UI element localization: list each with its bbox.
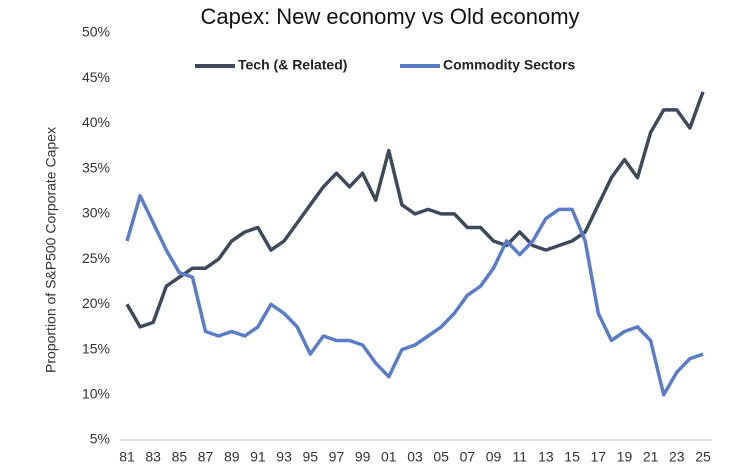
x-tick-label: 01 [381,449,397,465]
y-tick-label: 50% [82,24,110,40]
x-tick-label: 87 [198,449,214,465]
x-tick-label: 11 [512,449,527,465]
y-axis-label: Proportion of S&P500 Corporate Capex [43,127,59,373]
y-tick-label: 35% [82,159,110,175]
x-tick-label: 97 [329,449,345,465]
y-tick-label: 25% [82,250,110,266]
x-tick-label: 17 [590,449,606,465]
x-tick-label: 19 [617,449,633,465]
x-tick-label: 23 [669,449,685,465]
y-tick-label: 5% [90,431,110,447]
x-tick-label: 93 [276,449,292,465]
x-tick-label: 25 [695,449,711,465]
series-line [125,194,704,397]
x-tick-label: 99 [355,449,371,465]
x-tick-label: 03 [407,449,423,465]
chart-title: Capex: New economy vs Old economy [200,4,579,29]
x-tick-label: 91 [250,449,266,465]
y-tick-label: 40% [82,114,110,130]
x-tick-label: 95 [302,449,318,465]
x-tick-label: 83 [145,449,161,465]
y-tick-label: 20% [82,295,110,311]
x-tick-label: 21 [643,449,659,465]
series-line [125,91,705,329]
y-tick-label: 45% [82,69,110,85]
x-tick-label: 05 [433,449,449,465]
legend-label: Tech (& Related) [238,57,347,73]
x-tick-label: 89 [224,449,240,465]
x-tick-label: 81 [119,449,135,465]
x-tick-label: 09 [486,449,502,465]
x-tick-label: 13 [538,449,554,465]
y-tick-label: 30% [82,205,110,221]
y-tick-label: 10% [82,385,110,401]
x-tick-label: 85 [172,449,188,465]
legend-label: Commodity Sectors [443,57,575,73]
x-tick-label: 15 [564,449,580,465]
y-tick-label: 15% [82,340,110,356]
x-tick-label: 07 [460,449,476,465]
